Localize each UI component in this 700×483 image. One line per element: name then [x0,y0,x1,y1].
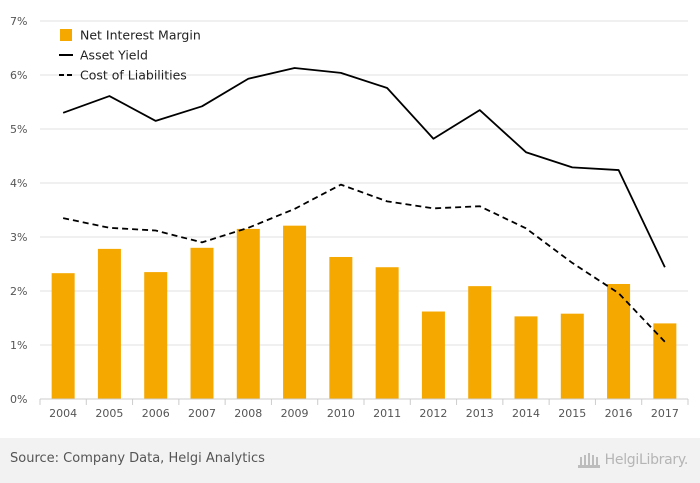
x-tick-label: 2013 [466,407,494,420]
x-tick-label: 2008 [234,407,262,420]
legend-label: Asset Yield [80,48,148,63]
bar-net-interest-margin [653,323,677,399]
legend-label: Net Interest Margin [80,28,201,43]
line-series [62,67,666,343]
legend-label: Cost of Liabilities [80,68,187,83]
y-tick-label: 6% [10,69,27,82]
bar-net-interest-margin [560,313,584,399]
bar-net-interest-margin [514,316,538,399]
x-tick-label: 2015 [558,407,586,420]
y-tick-label: 0% [10,393,27,406]
bar-net-interest-margin [421,311,445,399]
bar-net-interest-margin [468,286,492,399]
line-asset-yield [62,67,666,268]
y-tick-label: 5% [10,123,27,136]
x-tick-label: 2006 [142,407,170,420]
y-tick-label: 3% [10,231,27,244]
x-tick-label: 2017 [651,407,679,420]
brand-text: HelgiLibrary. [604,452,689,468]
axes: 0% 1% 2% 3% 4% 5% 6% 7% 2004 2005 2006 2007 2008 2009… [10,15,689,420]
bar-net-interest-margin [329,256,353,399]
bar-net-interest-margin [607,283,631,399]
y-tick-label: 1% [10,339,27,352]
bar-net-interest-margin [97,248,121,399]
y-tick-label: 4% [10,177,27,190]
legend: Net Interest Margin Asset Yield Cost of Li… [59,28,201,83]
x-tick-label: 2004 [49,407,77,420]
y-tick-label: 2% [10,285,27,298]
bar-net-interest-margin [51,273,75,399]
brand-logo[interactable]: HelgiLibrary. [577,449,688,471]
x-tick-label: 2016 [605,407,633,420]
legend-swatch-bar [60,29,72,41]
footer: Source: Company Data, Helgi Analytics He… [0,438,700,483]
line-cost-of-liabilities [62,183,666,343]
x-tick-label: 2014 [512,407,540,420]
bar-net-interest-margin [375,267,399,399]
x-tick-label: 2007 [188,407,216,420]
library-building-icon [577,453,600,468]
chart-svg: 0% 1% 2% 3% 4% 5% 6% 7% 2004 2005 2006 2007 2008 2009… [10,15,689,420]
bar-series [51,225,677,399]
x-tick-label: 2012 [419,407,447,420]
bar-net-interest-margin [144,272,168,399]
x-tick-label: 2010 [327,407,355,420]
bar-net-interest-margin [236,228,260,399]
x-tick-label: 2005 [95,407,123,420]
bar-net-interest-margin [190,247,214,399]
x-tick-label: 2011 [373,407,401,420]
x-tick-label: 2009 [281,407,309,420]
source-text: Source: Company Data, Helgi Analytics [10,451,265,466]
y-tick-label: 7% [10,15,27,28]
bar-net-interest-margin [283,225,307,399]
